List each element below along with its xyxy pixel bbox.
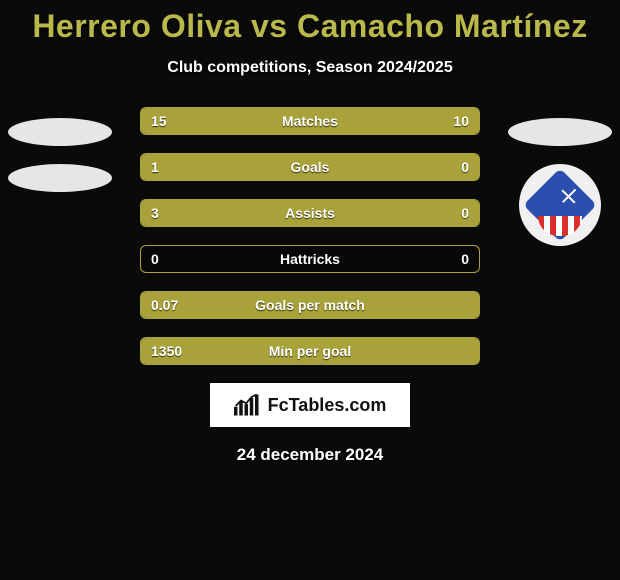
stat-row: 00Hattricks [140, 245, 480, 273]
club-badge [519, 164, 601, 246]
team-logo-placeholder [508, 118, 612, 146]
team-logo-placeholder [8, 118, 112, 146]
left-team-logos [0, 118, 120, 192]
right-team-logos [500, 118, 620, 246]
chart-icon [234, 394, 262, 416]
branding-text: FcTables.com [268, 395, 387, 416]
stat-row: 0.07Goals per match [140, 291, 480, 319]
stats-container: 1510Matches 10Goals 30Assists 00Hattricks 0.… [140, 107, 480, 365]
stat-row: 1350Min per goal [140, 337, 480, 365]
stat-row: 10Goals [140, 153, 480, 181]
subtitle: Club competitions, Season 2024/2025 [0, 59, 620, 77]
stat-label: Min per goal [141, 338, 479, 364]
page-title: Herrero Oliva vs Camacho Martínez [0, 0, 620, 45]
stat-row: 1510Matches [140, 107, 480, 135]
stat-row: 30Assists [140, 199, 480, 227]
stat-label: Goals per match [141, 292, 479, 318]
branding-badge: FcTables.com [210, 383, 410, 427]
stat-label: Assists [141, 200, 479, 226]
team-logo-placeholder [8, 164, 112, 192]
stat-label: Matches [141, 108, 479, 134]
stat-label: Goals [141, 154, 479, 180]
date-label: 24 december 2024 [0, 445, 620, 465]
stat-label: Hattricks [141, 246, 479, 272]
